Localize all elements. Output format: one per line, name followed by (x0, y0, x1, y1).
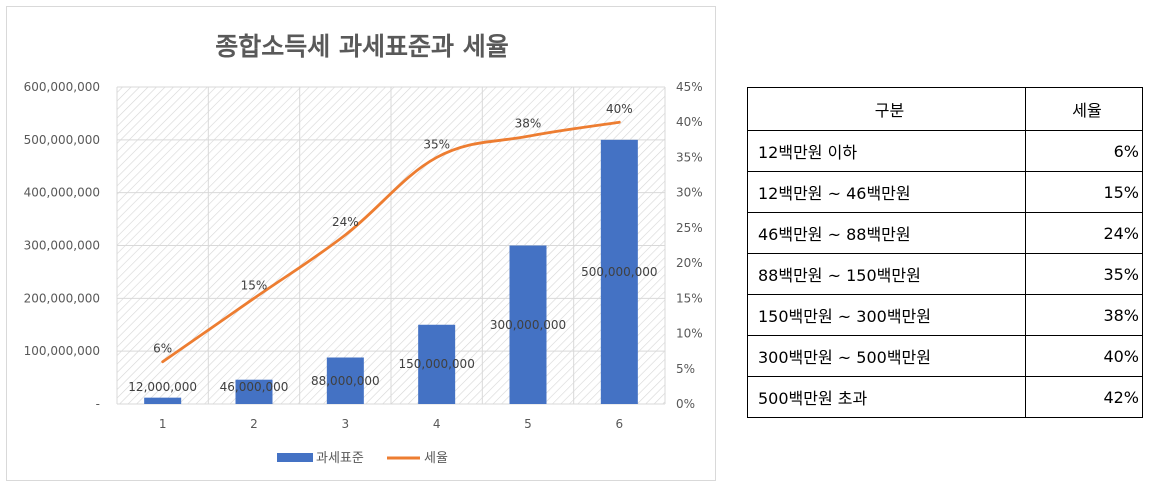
x-tick-label: 4 (433, 417, 441, 431)
y-right-tick-label: 45% (676, 80, 703, 94)
legend-swatch-bar (277, 453, 313, 462)
line-data-label: 6% (153, 342, 172, 356)
x-tick-label: 5 (524, 417, 532, 431)
line-data-label: 35% (423, 137, 450, 151)
line-data-label: 15% (241, 278, 268, 292)
bar-data-label: 12,000,000 (128, 380, 197, 394)
y-left-tick-label: 200,000,000 (24, 291, 100, 305)
header-range: 구분 (747, 87, 1026, 131)
table-row: 150백만원 ~ 300백만원 38% (747, 294, 1143, 336)
tax-rate-table-container: 구분 세율 12백만원 이하 6% 12백만원 ~ 46백만원 15% 46백만… (747, 87, 1143, 418)
range-cell: 88백만원 ~ 150백만원 (747, 253, 1026, 295)
bar-data-label: 88,000,000 (311, 374, 380, 388)
rate-cell: 15% (1025, 171, 1143, 213)
range-cell: 46백만원 ~ 88백만원 (747, 212, 1026, 254)
range-cell: 12백만원 ~ 46백만원 (747, 171, 1026, 213)
y-right-tick-label: 5% (676, 362, 695, 376)
bar (235, 379, 273, 404)
y-right-tick-label: 25% (676, 221, 703, 235)
line-data-label: 40% (606, 102, 633, 116)
chart-container: 종합소득세 과세표준과 세율 -100,000,000 200,000,000 30… (6, 6, 716, 481)
y-left-tick-label: - (96, 397, 100, 411)
y-left-tick-label: 100,000,000 (24, 344, 100, 358)
bar-data-label: 300,000,000 (490, 318, 566, 332)
table-row: 12백만원 ~ 46백만원 15% (747, 171, 1143, 213)
bar (326, 357, 364, 404)
x-tick-label: 3 (342, 417, 350, 431)
legend-label-bar: 과세표준 (316, 451, 364, 466)
rate-cell: 24% (1025, 212, 1143, 254)
y-left-tick-label: 500,000,000 (24, 133, 100, 147)
table-row: 300백만원 ~ 500백만원 40% (747, 335, 1143, 377)
tax-rate-table: 구분 세율 12백만원 이하 6% 12백만원 ~ 46백만원 15% 46백만… (747, 87, 1143, 418)
rate-cell: 40% (1025, 335, 1143, 377)
rate-cell: 42% (1025, 376, 1143, 418)
table-header-row: 구분 세율 (747, 87, 1143, 131)
table-row: 46백만원 ~ 88백만원 24% (747, 212, 1143, 254)
line-data-label: 38% (515, 116, 542, 130)
rate-line (161, 120, 621, 364)
bar (509, 245, 547, 404)
y-right-tick-label: 15% (676, 291, 703, 305)
x-tick-label: 2 (250, 417, 258, 431)
y-left-tick-label: 400,000,000 (24, 186, 100, 200)
bar (418, 324, 456, 404)
table-row: 500백만원 초과 42% (747, 376, 1143, 418)
combo-chart: 종합소득세 과세표준과 세율 -100,000,000200,000,00030… (24, 32, 703, 466)
chart-title: 종합소득세 과세표준과 세율 (215, 32, 508, 61)
rate-cell: 38% (1025, 294, 1143, 336)
x-tick-label: 6 (616, 417, 624, 431)
bar (600, 139, 638, 405)
y-right-tick-label: 30% (676, 186, 703, 200)
y-right-tick-label: 35% (676, 150, 703, 164)
legend: 과세표준 세율 (277, 451, 448, 466)
bar-data-label: 150,000,000 (398, 357, 474, 371)
range-cell: 150백만원 ~ 300백만원 (747, 294, 1026, 336)
y-right-tick-label: 0% (676, 397, 695, 411)
range-cell: 500백만원 초과 (747, 376, 1026, 418)
x-tick-label: 1 (159, 417, 167, 431)
y-right-tick-label: 10% (676, 327, 703, 341)
bar-data-label: 500,000,000 (581, 265, 657, 279)
table-row: 12백만원 이하 6% (747, 130, 1143, 172)
y-right-tick-label: 40% (676, 115, 703, 129)
table-row: 88백만원 ~ 150백만원 35% (747, 253, 1143, 295)
y-left-tick-label: 600,000,000 (24, 80, 100, 94)
bar (144, 397, 182, 404)
header-rate: 세율 (1025, 87, 1143, 131)
range-cell: 12백만원 이하 (747, 130, 1026, 172)
line-data-label: 24% (332, 215, 359, 229)
rate-cell: 35% (1025, 253, 1143, 295)
y-left-tick-label: 300,000,000 (24, 239, 100, 253)
bar-data-label: 46,000,000 (220, 380, 289, 394)
legend-label-line: 세율 (424, 451, 448, 466)
y-right-tick-label: 20% (676, 256, 703, 270)
range-cell: 300백만원 ~ 500백만원 (747, 335, 1026, 377)
rate-cell: 6% (1025, 130, 1143, 172)
